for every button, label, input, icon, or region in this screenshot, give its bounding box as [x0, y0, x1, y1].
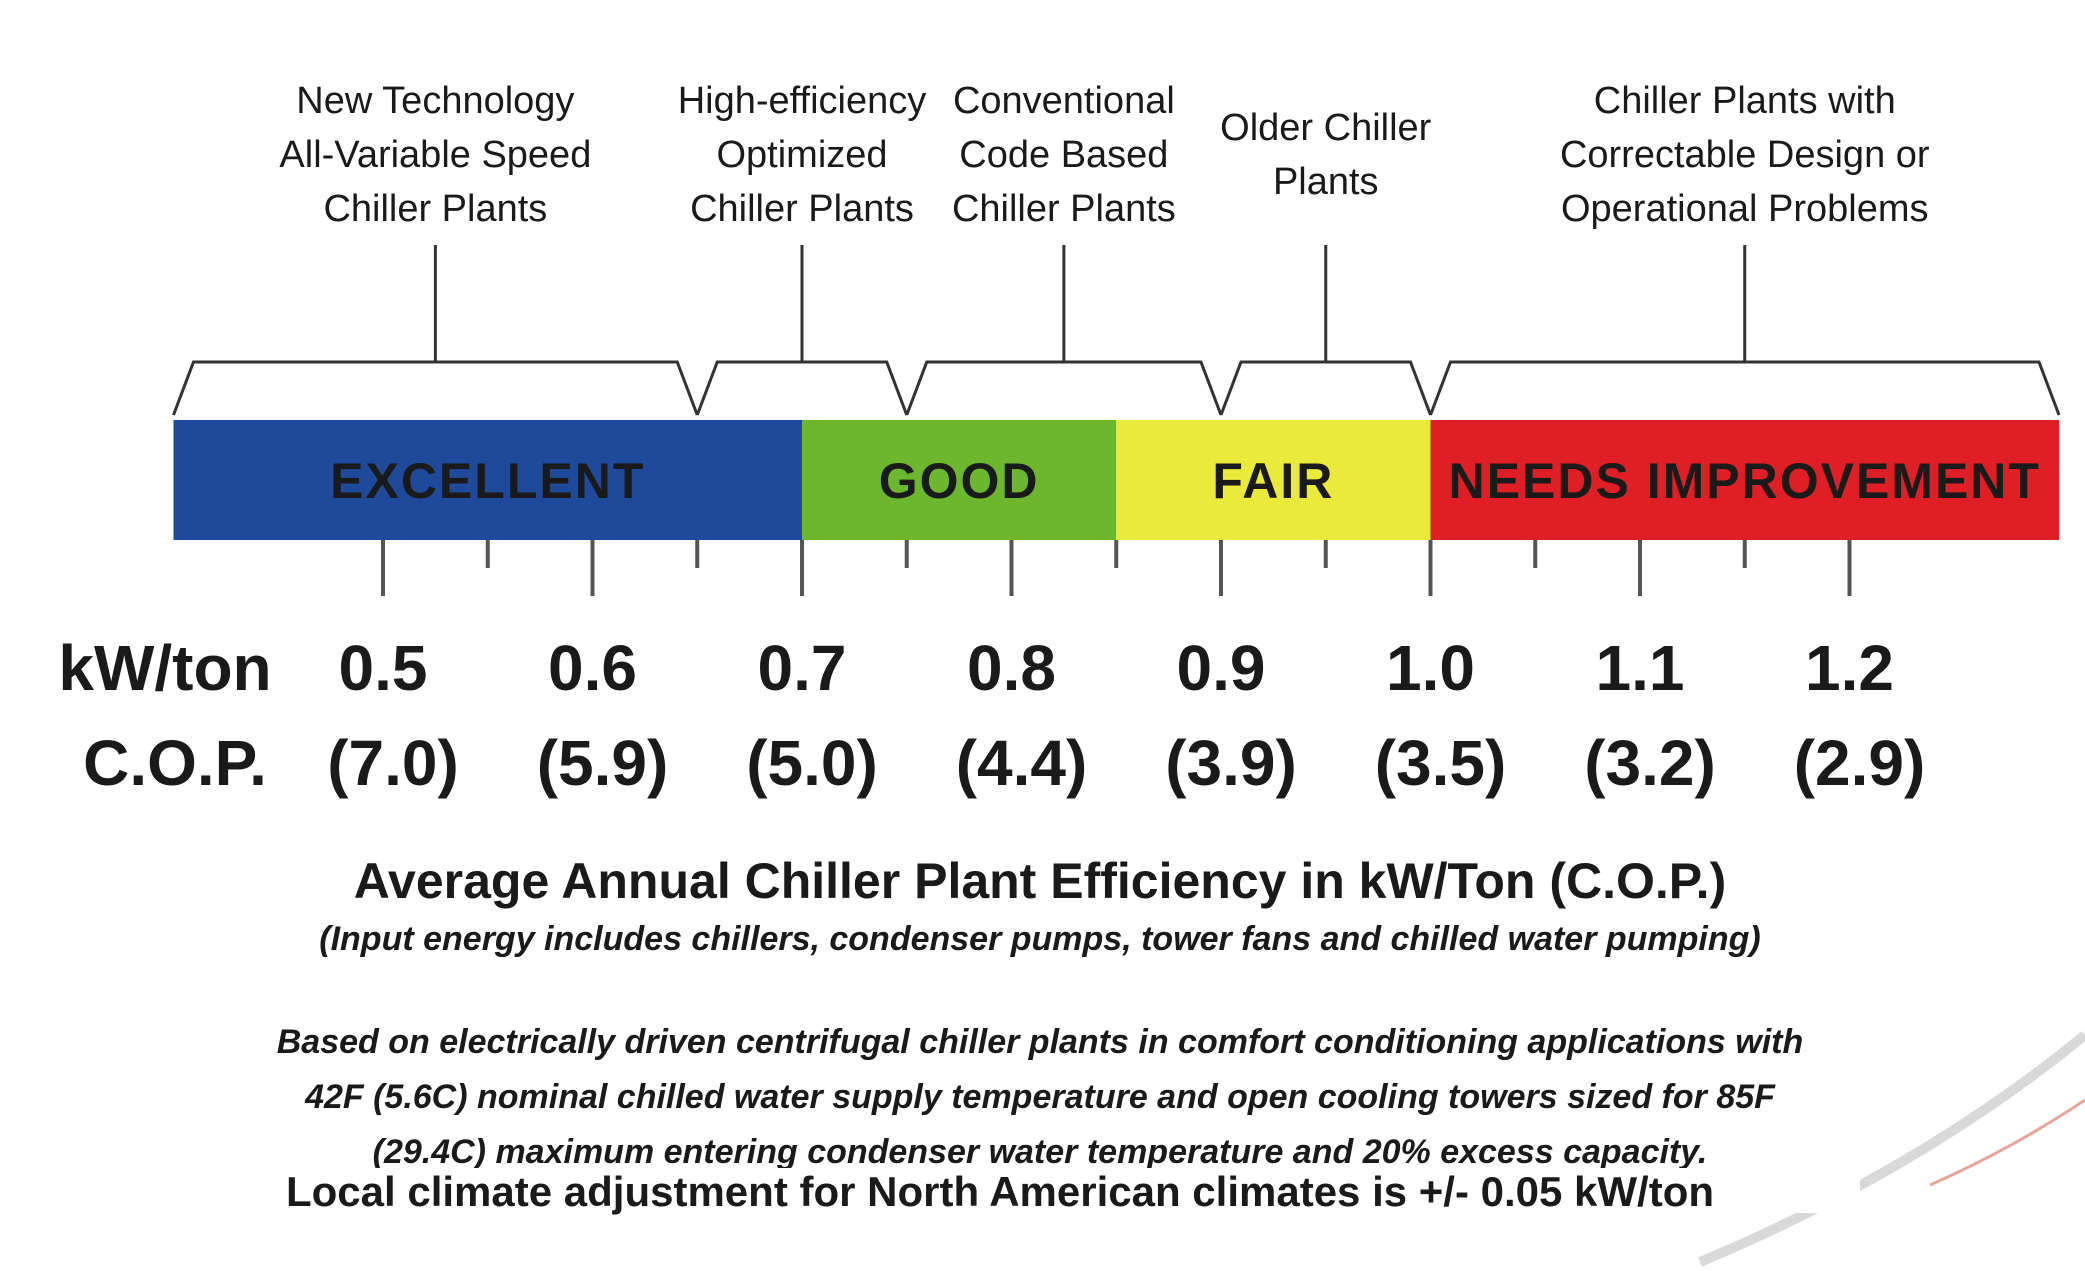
rating-label-2: GOOD [879, 453, 1040, 509]
bracket-label-5-line-2: Correctable Design or [1560, 134, 1930, 176]
rating-segment-4 [1430, 420, 2059, 540]
cop-tick-label-1: (7.0) [327, 727, 459, 799]
basis-note-line-3: (29.4C) maximum entering condenser water… [373, 1133, 1708, 1171]
bracket-label-3-line-2: Code Based [959, 134, 1168, 176]
cop-tick-label-7: (3.2) [1584, 727, 1716, 799]
bracket-label-1-line-1: New Technology [296, 80, 574, 122]
cop-tick-label-8: (2.9) [1794, 727, 1926, 799]
bracket-label-1-line-2: All-Variable Speed [279, 134, 591, 176]
bracket-label-4-line-1: Older Chiller [1220, 107, 1432, 149]
rating-bar: EXCELLENT GOOD FAIR NEEDS IMPROVEMENT [173, 420, 2059, 540]
cop-tick-label-5: (3.9) [1165, 727, 1297, 799]
cop-axis-label: C.O.P. [83, 727, 267, 799]
kw-axis-label: kW/ton [58, 632, 271, 704]
diagram-subtitle: (Input energy includes chillers, condens… [319, 920, 1760, 958]
bracket-label-5-line-3: Operational Problems [1561, 188, 1929, 230]
bracket-1 [172, 360, 699, 416]
climate-adjustment-note: Local climate adjustment for North Ameri… [286, 1168, 1714, 1215]
kw-tick-label-6: 1.0 [1386, 632, 1475, 704]
rating-segment-2 [802, 420, 1117, 540]
bracket-3 [905, 360, 1223, 416]
kw-tick-label-3: 0.7 [758, 632, 847, 704]
rating-label-4: NEEDS IMPROVEMENT [1449, 453, 2041, 509]
rating-segment-1 [173, 420, 802, 540]
kw-tick-label-4: 0.8 [967, 632, 1056, 704]
cop-tick-label-4: (4.4) [956, 727, 1088, 799]
bracket-label-1-line-3: Chiller Plants [323, 188, 547, 230]
bracket-label-3-line-3: Chiller Plants [952, 188, 1176, 230]
kw-tick-label-7: 1.1 [1596, 632, 1685, 704]
diagram-title: Average Annual Chiller Plant Efficiency … [354, 853, 1726, 909]
bracket-label-2-line-1: High-efficiency [678, 80, 927, 122]
kw-tick-label-2: 0.6 [548, 632, 637, 704]
bracket-label-3-line-1: Conventional [953, 80, 1175, 122]
bracket-2 [695, 360, 909, 416]
basis-note-line-2: 42F (5.6C) nominal chilled water supply … [304, 1078, 1776, 1116]
kw-tick-label-5: 0.9 [1177, 632, 1266, 704]
rating-label-1: EXCELLENT [330, 453, 645, 509]
rating-segment-3 [1116, 420, 1431, 540]
bracket-label-2-line-2: Optimized [716, 134, 887, 176]
kw-tick-label-8: 1.2 [1805, 632, 1894, 704]
axis-labels: kW/ton C.O.P. [58, 632, 271, 799]
bracket-label-4-line-2: Plants [1273, 161, 1379, 203]
basis-note-line-1: Based on electrically driven centrifugal… [277, 1023, 1803, 1061]
bracket-5 [1429, 360, 2061, 416]
plant-type-brackets: New Technology All-Variable Speed Chiller … [172, 80, 2061, 416]
axis-ticks: 0.5 (7.0) 0.6 (5.9) 0.7 (5.0) 0.8 (4.4) 0.9 (3.9)… [327, 540, 1925, 799]
bracket-4 [1219, 360, 1432, 416]
cop-tick-label-2: (5.9) [537, 727, 669, 799]
bracket-label-5-line-1: Chiller Plants with [1594, 80, 1896, 122]
cop-tick-label-6: (3.5) [1375, 727, 1507, 799]
kw-tick-label-1: 0.5 [339, 632, 428, 704]
cop-tick-label-3: (5.0) [746, 727, 878, 799]
rating-label-3: FAIR [1212, 453, 1334, 509]
bracket-label-2-line-3: Chiller Plants [690, 188, 914, 230]
decorative-swoosh [1698, 1031, 2085, 1267]
